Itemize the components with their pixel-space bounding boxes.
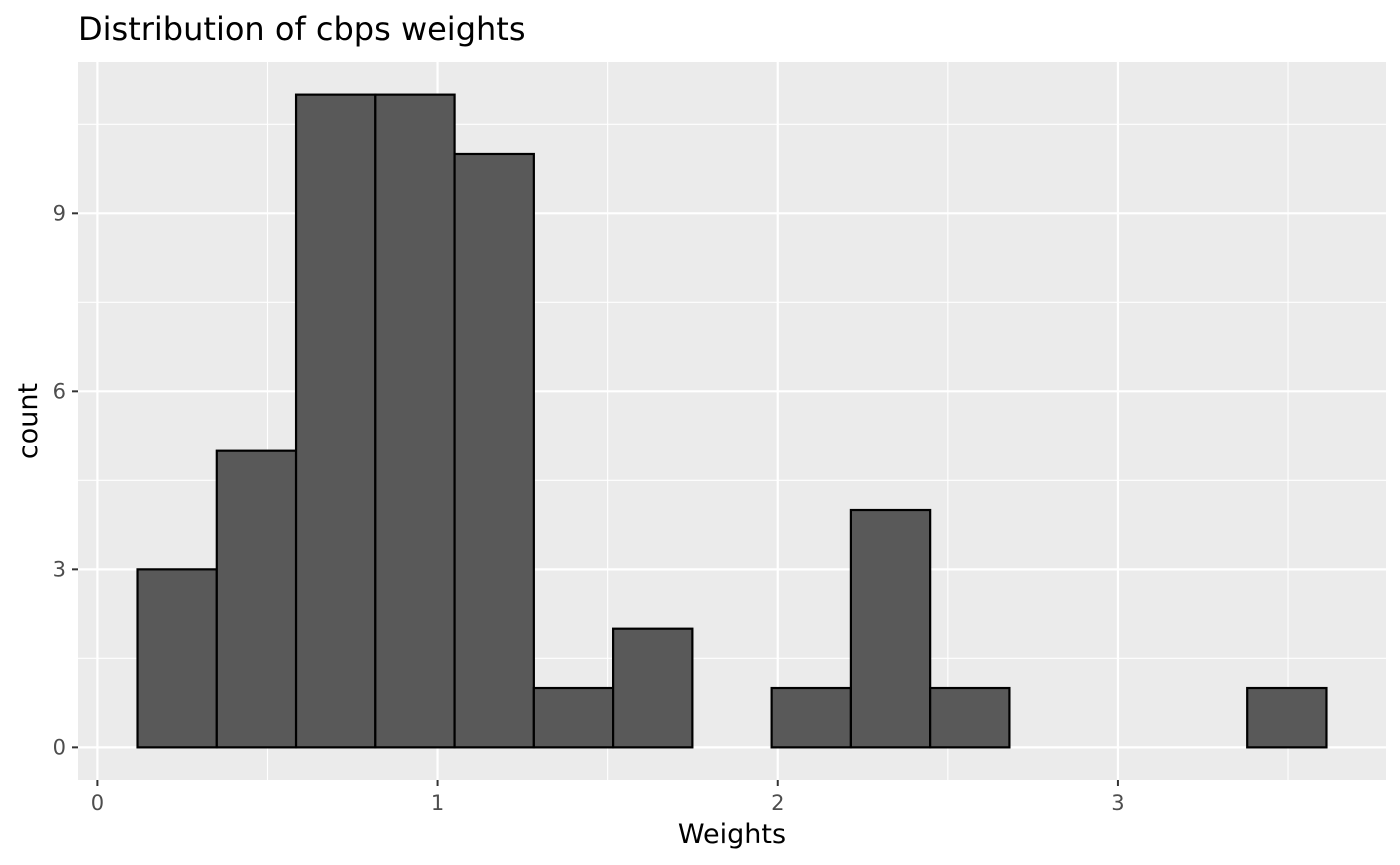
histogram-bar-5 — [532, 686, 615, 749]
x-axis: 0 1 2 3 — [91, 780, 1125, 815]
x-tick-label-3: 3 — [1111, 791, 1124, 815]
histogram-bar-2 — [294, 93, 377, 749]
y-axis-title: count — [13, 383, 44, 459]
histogram-bar-9 — [849, 508, 932, 749]
histogram-bar-4 — [453, 152, 535, 749]
histogram-bar-8 — [770, 686, 852, 749]
y-tick-label-1: 3 — [53, 557, 66, 581]
histogram-bar-0 — [136, 568, 218, 749]
y-tick-label-0: 0 — [53, 735, 66, 759]
y-tick-label-2: 6 — [53, 379, 66, 403]
histogram-bar-6 — [612, 627, 694, 749]
chart-title: Distribution of cbps weights — [78, 10, 526, 48]
x-axis-title: Weights — [678, 819, 786, 850]
x-tick-label-2: 2 — [771, 791, 784, 815]
x-tick-label-0: 0 — [91, 791, 104, 815]
histogram-bar-1 — [215, 449, 298, 749]
histogram-bar-10 — [929, 686, 1011, 749]
x-tick-label-1: 1 — [431, 791, 444, 815]
histogram-bars — [136, 93, 1328, 749]
y-axis: 0 3 6 9 — [53, 201, 78, 759]
histogram-bar-3 — [374, 93, 456, 749]
y-tick-label-3: 9 — [53, 201, 66, 225]
histogram-bar-14 — [1246, 686, 1328, 749]
